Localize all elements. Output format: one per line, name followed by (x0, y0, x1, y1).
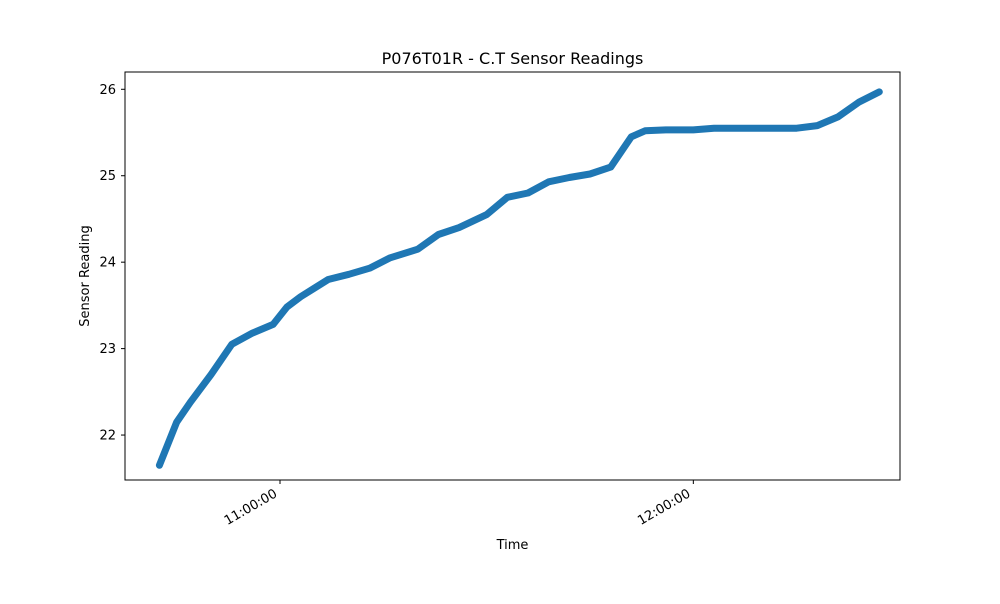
chart-title: P076T01R - C.T Sensor Readings (382, 49, 644, 68)
plot-frame (124, 71, 901, 481)
series-line-0 (155, 88, 883, 469)
y-tick-label: 24 (99, 256, 116, 271)
y-tick-label: 26 (99, 83, 116, 98)
y-tick-label: 25 (99, 169, 116, 184)
y-tick-label: 23 (99, 342, 116, 357)
y-tick-label: 22 (99, 429, 116, 444)
y-axis-label: Sensor Reading (78, 225, 93, 326)
plot-area (155, 88, 883, 469)
x-axis-label: Time (496, 538, 529, 553)
